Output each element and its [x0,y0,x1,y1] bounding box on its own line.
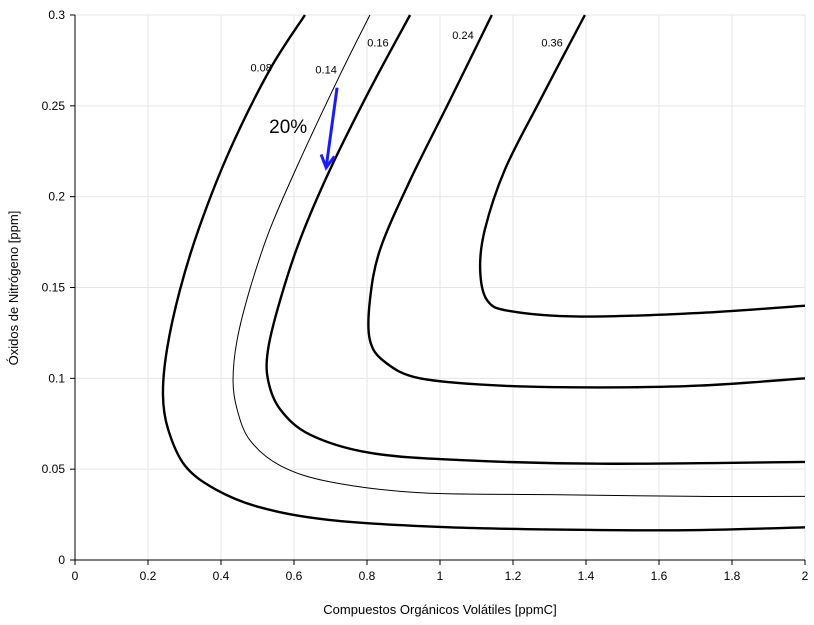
y-tick-label: 0.2 [48,190,65,204]
isopleth-0.36 [478,14,806,318]
annotations: 20% [269,87,339,171]
y-tick-label: 0.05 [42,462,66,476]
grid [75,14,806,560]
reduction-arrow [324,87,339,168]
x-tick-label: 2 [802,569,809,583]
isopleth-label: 0.24 [452,30,473,42]
x-tick-label: 0 [72,569,79,583]
y-tick-label: 0 [58,553,65,567]
x-tick-label: 1.8 [724,569,741,583]
x-tick-label: 0.2 [140,569,157,583]
isopleth-0.08 [161,14,806,532]
y-tick-label: 0.15 [42,281,66,295]
x-tick-label: 1.6 [651,569,668,583]
x-tick-label: 0.6 [286,569,303,583]
y-tick-label: 0.1 [48,371,65,385]
isopleth-0.14 [232,14,806,498]
x-tick-label: 1.4 [578,569,595,583]
percent-annotation: 20% [269,117,307,138]
x-tick-label: 1 [437,569,444,583]
curve-labels: 0.08 0.14 0.16 0.24 0.36 [250,30,562,77]
isopleth-label: 0.16 [367,37,388,49]
y-tick-label: 0.25 [42,99,66,113]
x-tick-label: 1.2 [505,569,522,583]
ticks: 0 0.2 0.4 0.6 0.8 1 1.2 1.4 1.6 1.8 2 0 0.05 0.1 0.15 0… [42,8,809,583]
curves [161,14,806,532]
isopleth-0.24 [367,14,806,389]
isopleth-label: 0.36 [541,37,562,49]
x-axis-label: Compuestos Orgánicos Volátiles [ppmC] [323,602,556,617]
isopleth-label: 0.14 [315,65,336,77]
arrow-head-icon [319,153,336,171]
isopleth-0.16 [265,14,806,465]
isopleth-label: 0.08 [250,63,271,75]
y-axis-label: Óxidos de Nitrógeno [ppm] [6,211,21,366]
x-tick-label: 0.8 [359,569,376,583]
x-tick-label: 0.4 [213,569,230,583]
y-tick-label: 0.3 [48,8,65,22]
